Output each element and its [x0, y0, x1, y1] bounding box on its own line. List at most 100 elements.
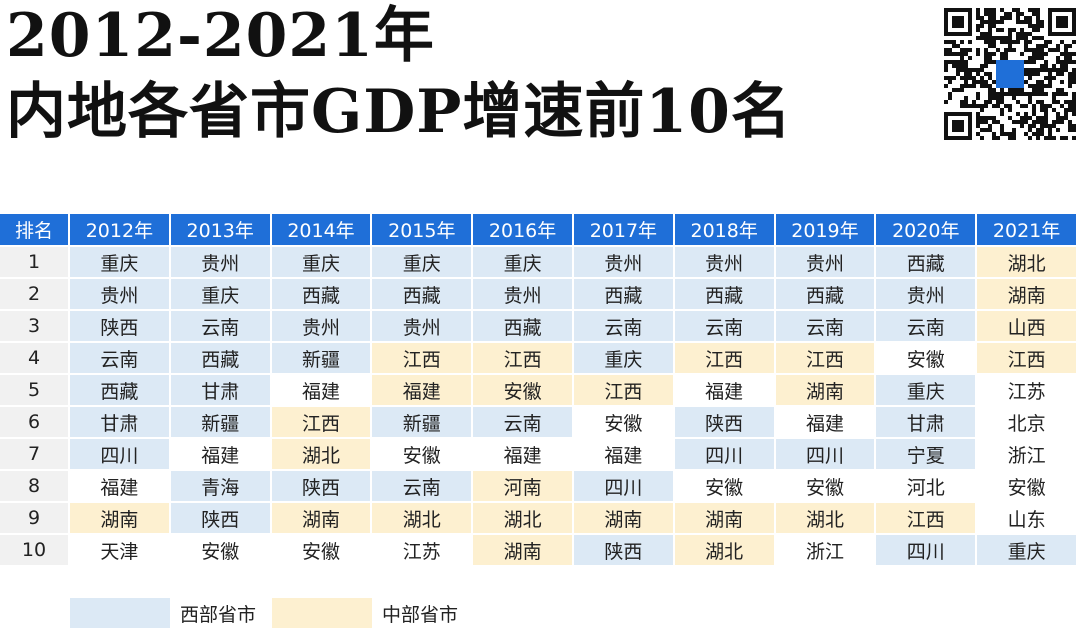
province-cell: 西藏 — [876, 247, 976, 277]
province-cell: 西藏 — [775, 279, 875, 309]
province-cell: 贵州 — [674, 247, 774, 277]
province-cell: 江西 — [977, 343, 1076, 373]
province-cell: 青海 — [170, 471, 270, 501]
province-cell: 山西 — [977, 311, 1076, 341]
rank-cell: 6 — [0, 407, 68, 437]
province-cell: 福建 — [301, 380, 340, 403]
province-cell: 西藏 — [70, 375, 169, 405]
province-cell: 云南 — [70, 343, 169, 373]
province-cell: 安徽 — [805, 476, 844, 499]
province-cell: 贵州 — [372, 311, 472, 341]
province-cell: 贵州 — [473, 279, 572, 309]
legend-label-central: 中部省市 — [382, 604, 459, 626]
province-cell: 江苏 — [402, 540, 441, 563]
province-cell: 安徽 — [301, 540, 340, 563]
rank-cell: 5 — [0, 375, 68, 405]
province-cell: 甘肃 — [70, 407, 169, 437]
province-cell: 贵州 — [775, 247, 875, 277]
rank-cell: 9 — [0, 503, 68, 533]
header-year: 2016年 — [473, 214, 572, 245]
province-cell: 西藏 — [573, 279, 673, 309]
province-cell: 陕西 — [170, 503, 270, 533]
province-cell: 山东 — [1007, 508, 1046, 531]
province-cell: 甘肃 — [170, 375, 270, 405]
province-cell: 江西 — [271, 407, 371, 437]
province-cell: 安徽 — [201, 540, 240, 563]
table-row: 4 云南 西藏 新疆 江西 江西 重庆 江西 江西 安徽 江西 — [0, 343, 1076, 373]
province-cell: 安徽 — [1007, 476, 1046, 499]
table-header-row: 排名 2012年 2013年 2014年 2015年 2016年 2017年 2018年 201… — [0, 214, 1076, 245]
province-cell: 江西 — [573, 375, 673, 405]
province-cell: 江西 — [876, 503, 976, 533]
table-row: 10 天津 安徽 安徽 江苏 湖南 陕西 湖北 浙江 四川 重庆 — [0, 535, 1076, 565]
province-cell: 河南 — [473, 471, 572, 501]
province-cell: 西藏 — [372, 279, 472, 309]
province-cell: 西藏 — [674, 279, 774, 309]
province-cell: 河北 — [906, 476, 945, 499]
header-year: 2019年 — [775, 214, 875, 245]
rank-cell: 4 — [0, 343, 68, 373]
province-cell: 湖南 — [70, 503, 169, 533]
province-cell: 西藏 — [271, 279, 371, 309]
header-year: 2013年 — [170, 214, 270, 245]
header-year: 2017年 — [573, 214, 673, 245]
qr-code-icon — [944, 8, 1076, 140]
province-cell: 陕西 — [674, 407, 774, 437]
province-cell: 四川 — [876, 535, 976, 565]
province-cell: 陕西 — [271, 471, 371, 501]
title-line-1: 2012-2021年 — [6, 1, 435, 71]
province-cell: 湖南 — [573, 503, 673, 533]
province-cell: 湖北 — [775, 503, 875, 533]
province-cell: 云南 — [473, 407, 572, 437]
province-cell: 四川 — [674, 439, 774, 469]
province-cell: 湖南 — [674, 503, 774, 533]
province-cell: 重庆 — [271, 247, 371, 277]
province-cell: 重庆 — [372, 247, 472, 277]
province-cell: 湖南 — [271, 503, 371, 533]
province-cell: 云南 — [876, 311, 976, 341]
province-cell: 陕西 — [573, 535, 673, 565]
province-cell: 北京 — [1007, 412, 1046, 435]
province-cell: 重庆 — [977, 535, 1076, 565]
province-cell: 贵州 — [876, 279, 976, 309]
table-row: 6 甘肃 新疆 江西 新疆 云南 安徽 陕西 福建 甘肃 北京 — [0, 407, 1076, 437]
province-cell: 湖南 — [473, 535, 572, 565]
province-cell: 福建 — [705, 380, 744, 403]
rank-cell: 2 — [0, 279, 68, 309]
province-cell: 贵州 — [70, 279, 169, 309]
province-cell: 云南 — [573, 311, 673, 341]
province-cell: 陕西 — [70, 311, 169, 341]
province-cell: 湖南 — [775, 375, 875, 405]
header-year: 2012年 — [70, 214, 169, 245]
legend-swatch-central — [272, 598, 372, 628]
table-row: 1 重庆 贵州 重庆 重庆 重庆 贵州 贵州 贵州 西藏 湖北 — [0, 247, 1076, 277]
province-cell: 四川 — [70, 439, 169, 469]
province-cell: 宁夏 — [876, 439, 976, 469]
province-cell: 新疆 — [170, 407, 270, 437]
province-cell: 重庆 — [473, 247, 572, 277]
rank-cell: 10 — [0, 535, 68, 565]
table-row: 8 福建 青海 陕西 云南 河南 四川 安徽 安徽 河北 安徽 — [0, 471, 1076, 501]
province-cell: 湖北 — [271, 439, 371, 469]
province-cell: 福建 — [604, 444, 643, 467]
header-rank: 排名 — [0, 214, 68, 245]
table-row: 9 湖南 陕西 湖南 湖北 湖北 湖南 湖南 湖北 江西 山东 — [0, 503, 1076, 533]
rank-cell: 1 — [0, 247, 68, 277]
header-year: 2018年 — [674, 214, 774, 245]
province-cell: 湖北 — [372, 503, 472, 533]
province-cell: 湖南 — [977, 279, 1076, 309]
province-cell: 新疆 — [271, 343, 371, 373]
rank-cell: 3 — [0, 311, 68, 341]
province-cell: 云南 — [775, 311, 875, 341]
province-cell: 安徽 — [402, 444, 441, 467]
table-row: 7 四川 福建 湖北 安徽 福建 福建 四川 四川 宁夏 浙江 — [0, 439, 1076, 469]
province-cell: 安徽 — [473, 375, 572, 405]
header-year: 2014年 — [271, 214, 371, 245]
table-row: 2 贵州 重庆 西藏 西藏 贵州 西藏 西藏 西藏 贵州 湖南 — [0, 279, 1076, 309]
province-cell: 四川 — [775, 439, 875, 469]
province-cell: 天津 — [100, 540, 139, 563]
province-cell: 浙江 — [805, 540, 844, 563]
rank-cell: 7 — [0, 439, 68, 469]
province-cell: 云南 — [170, 311, 270, 341]
province-cell: 福建 — [100, 476, 139, 499]
